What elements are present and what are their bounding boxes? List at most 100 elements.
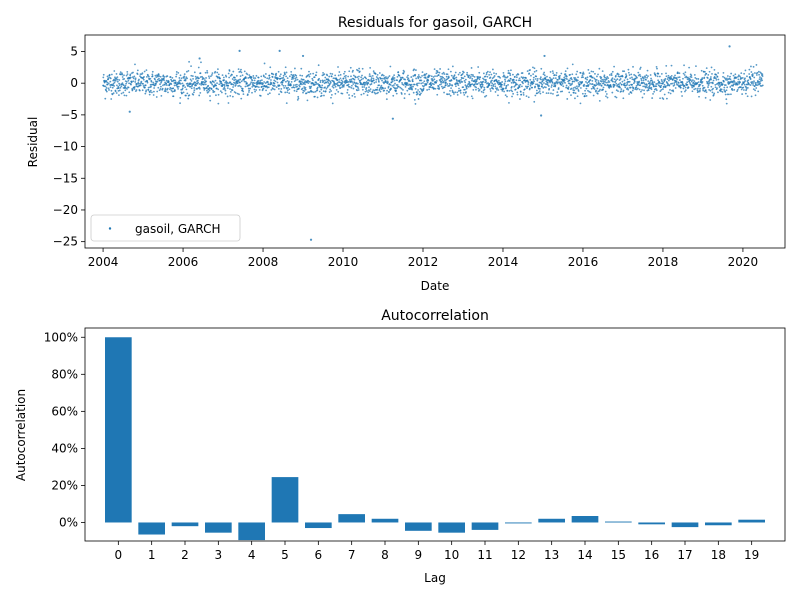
residual-point [238, 84, 241, 87]
x-tick-label: 13 [544, 548, 559, 562]
residual-point [165, 79, 168, 82]
residual-point [660, 82, 662, 85]
residual-point [439, 75, 442, 78]
residual-point [736, 88, 739, 91]
residual-point [593, 88, 596, 90]
residual-point [308, 81, 311, 83]
residual-point [693, 74, 696, 76]
residual-point [169, 86, 172, 89]
residual-point [528, 72, 531, 75]
residual-point [543, 71, 546, 74]
residual-point [212, 89, 214, 92]
residual-point [696, 82, 699, 84]
residual-point [158, 77, 160, 80]
residual-point [202, 81, 205, 83]
residual-point [582, 76, 584, 79]
residual-point [503, 90, 506, 93]
residual-point [740, 86, 742, 89]
x-tick-label: 4 [248, 548, 256, 562]
residual-point [149, 77, 152, 80]
residual-point [103, 85, 106, 88]
residual-point [208, 89, 211, 92]
residual-point [114, 90, 117, 93]
residual-point [214, 70, 217, 73]
residual-point [264, 76, 267, 79]
residual-point [143, 76, 145, 78]
residual-point [252, 75, 255, 77]
residual-point [263, 62, 266, 65]
residual-point [133, 86, 136, 88]
residual-point [348, 79, 351, 81]
residual-point [611, 91, 614, 94]
residual-point [374, 92, 377, 95]
residual-point [564, 73, 567, 76]
residual-point [118, 84, 121, 87]
residual-point [210, 82, 213, 84]
autocorrelation-bar [338, 514, 365, 523]
x-tick-label: 2010 [328, 255, 359, 269]
residual-point [576, 87, 579, 90]
residual-point [581, 92, 584, 95]
residual-point [378, 72, 381, 74]
residual-point [107, 82, 110, 85]
residual-point [416, 84, 419, 87]
residual-point [457, 90, 460, 92]
residual-point [206, 71, 209, 74]
residual-point [466, 95, 469, 98]
residual-point [436, 75, 438, 78]
residual-point [565, 86, 568, 89]
residual-point [378, 81, 380, 83]
residual-point [330, 75, 333, 78]
residual-point [352, 87, 355, 90]
residual-point [616, 78, 619, 81]
residual-point [375, 81, 377, 83]
residual-point [321, 86, 323, 89]
residual-point [664, 79, 666, 81]
residual-point [497, 89, 500, 91]
residual-point [151, 70, 154, 73]
residual-point [160, 81, 163, 84]
residual-point [659, 90, 662, 92]
residual-point [586, 78, 588, 81]
residual-point [504, 94, 507, 97]
residual-point [267, 83, 270, 86]
residual-point [717, 72, 720, 74]
x-tick-label: 2020 [728, 255, 759, 269]
residual-point [595, 78, 598, 81]
residual-point [631, 83, 634, 86]
residual-point [618, 85, 621, 88]
residual-point [729, 86, 732, 88]
residual-point [525, 77, 528, 79]
residual-point [331, 102, 334, 105]
residual-point [538, 85, 541, 88]
residual-point [283, 87, 286, 89]
residual-point [301, 83, 303, 86]
residual-point [482, 80, 485, 83]
x-tick-label: 14 [577, 548, 592, 562]
residual-point [118, 79, 121, 81]
residual-point [712, 94, 715, 96]
residual-point [234, 78, 237, 81]
residual-point [703, 86, 706, 89]
residual-point [374, 72, 377, 75]
residual-point [188, 60, 190, 63]
residual-point [434, 87, 437, 90]
residual-point [656, 67, 658, 70]
residual-point [257, 76, 260, 79]
residual-point [227, 102, 230, 104]
residual-point [148, 93, 151, 96]
residual-point [464, 78, 467, 81]
residual-point [322, 80, 325, 83]
residual-point [404, 78, 407, 81]
residual-point [710, 66, 713, 69]
residual-point [740, 88, 743, 91]
residual-point [112, 82, 115, 85]
residual-point [706, 81, 709, 84]
residual-point [222, 76, 225, 79]
residual-point [328, 75, 331, 78]
residual-point [422, 87, 425, 90]
residual-point [415, 77, 418, 80]
residual-point [142, 78, 145, 81]
residual-point [200, 61, 202, 64]
residual-point [175, 71, 178, 73]
